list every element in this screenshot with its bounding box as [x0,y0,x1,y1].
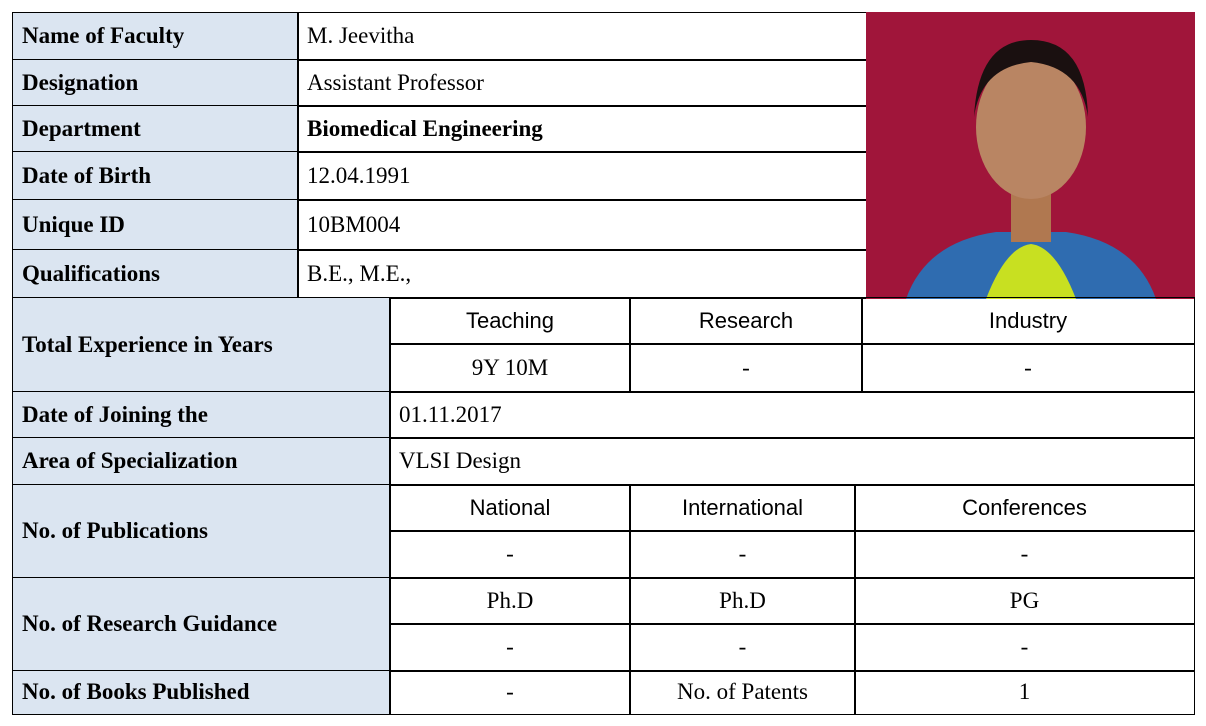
column-header: PG [854,577,1195,625]
field-label: Designation [12,59,299,107]
row-value: 01.11.2017 [389,391,1195,439]
field-label: Department [12,105,299,153]
field-value: 10BM004 [297,199,867,251]
row-label: No. of Books Published [12,670,391,715]
field-label: Qualifications [12,249,299,299]
column-header: Industry [861,297,1195,345]
row-label: No. of Publications [12,484,391,579]
cell-value: - [854,623,1195,672]
column-header: Conferences [854,484,1195,532]
row-value: VLSI Design [389,437,1195,486]
column-header: Research [629,297,863,345]
row-label: Area of Specialization [12,437,391,486]
column-header: National [389,484,631,532]
cell-value: - [629,623,856,672]
cell-value: - [389,623,631,672]
cell-value: - [389,530,631,579]
cell-value: - [861,343,1195,393]
row-label: No. of Research Guidance [12,577,391,672]
field-value: M. Jeevitha [297,12,867,61]
field-label: Unique ID [12,199,299,251]
column-header: Ph.D [629,577,856,625]
field-value: Assistant Professor [297,59,867,107]
column-header: Ph.D [389,577,631,625]
cell-value: - [389,670,631,715]
field-label: Name of Faculty [12,12,299,61]
field-value: B.E., M.E., [297,249,867,299]
cell-label: No. of Patents [629,670,856,715]
cell-value: - [629,530,856,579]
row-label: Date of Joining the [12,391,391,439]
cell-value: 1 [854,670,1195,715]
column-header: International [629,484,856,532]
column-header: Teaching [389,297,631,345]
field-value: Biomedical Engineering [297,105,867,153]
cell-value: 9Y 10M [389,343,631,393]
cell-value: - [854,530,1195,579]
field-label: Date of Birth [12,151,299,201]
field-value: 12.04.1991 [297,151,867,201]
faculty-photo [866,12,1195,299]
row-label: Total Experience in Years [12,297,391,393]
cell-value: - [629,343,863,393]
